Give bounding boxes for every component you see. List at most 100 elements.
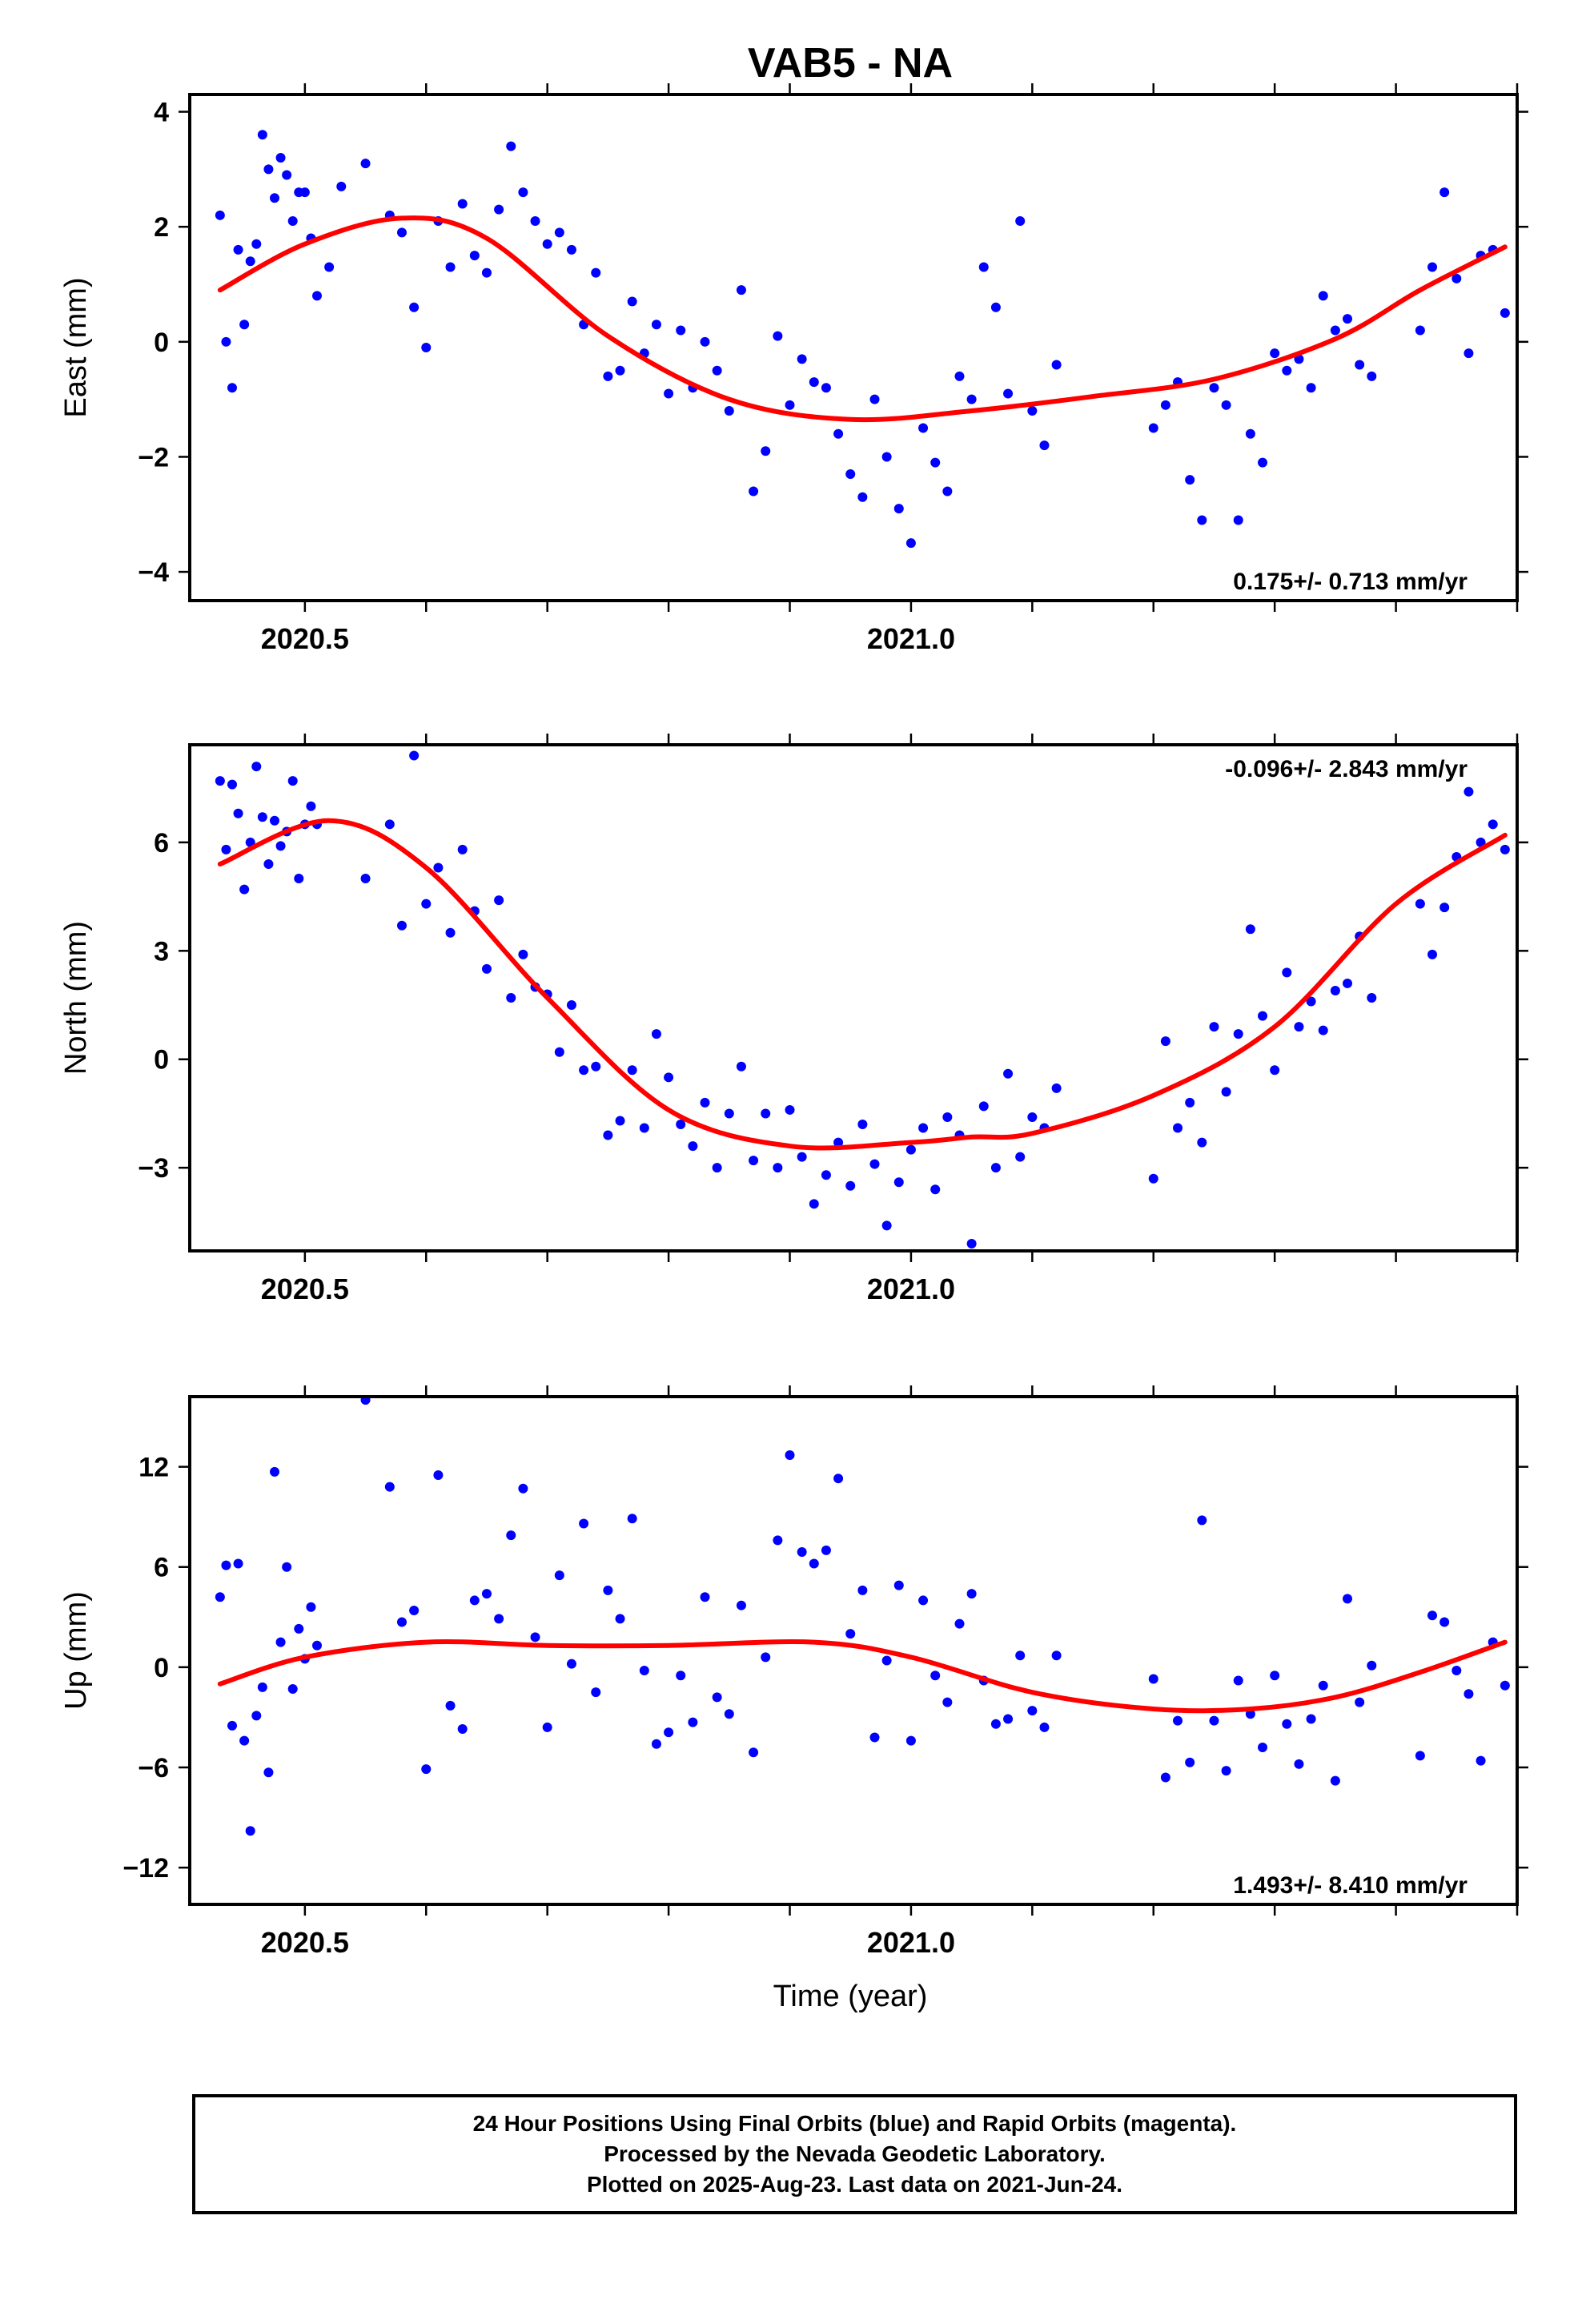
- data-point: [239, 1735, 250, 1746]
- data-point: [1282, 1719, 1292, 1729]
- data-point: [1500, 1680, 1510, 1691]
- data-point: [1294, 1022, 1304, 1032]
- data-point: [384, 1482, 395, 1492]
- data-point: [1015, 1152, 1026, 1162]
- data-point: [251, 1711, 262, 1721]
- data-point: [1415, 899, 1425, 909]
- data-point: [1306, 383, 1316, 393]
- data-point: [869, 394, 880, 404]
- data-point: [821, 1170, 831, 1180]
- data-point: [905, 538, 916, 549]
- data-point: [1015, 216, 1026, 226]
- data-point: [651, 1739, 661, 1749]
- data-point: [603, 1130, 613, 1140]
- data-point: [1355, 360, 1365, 370]
- data-point: [1464, 1689, 1474, 1699]
- data-point: [1148, 423, 1158, 433]
- footer-line-2: Processed by the Nevada Geodetic Laborat…: [604, 2141, 1106, 2166]
- data-point: [676, 1120, 686, 1129]
- data-point: [299, 187, 310, 198]
- data-point: [221, 1560, 231, 1570]
- data-point: [360, 1397, 371, 1405]
- data-point: [1318, 291, 1328, 301]
- data-point: [227, 779, 237, 790]
- data-point: [881, 1220, 892, 1231]
- data-point: [421, 899, 432, 909]
- data-point: [469, 1595, 480, 1606]
- data-point: [1282, 365, 1292, 376]
- data-point: [700, 336, 710, 347]
- data-point: [336, 181, 347, 191]
- data-point: [1464, 786, 1474, 797]
- data-point: [1306, 996, 1316, 1007]
- data-point: [639, 1666, 649, 1676]
- data-point: [676, 325, 686, 336]
- data-point: [542, 239, 552, 249]
- data-point: [324, 262, 335, 272]
- data-point: [282, 170, 292, 180]
- data-point: [724, 1709, 734, 1719]
- data-point: [457, 844, 468, 854]
- data-point: [306, 801, 316, 811]
- data-point: [688, 1141, 698, 1152]
- plot-frame: [188, 743, 1519, 1252]
- data-point: [930, 1184, 941, 1195]
- data-point: [893, 1580, 904, 1590]
- data-point: [1003, 1714, 1014, 1724]
- data-point: [481, 1589, 492, 1599]
- data-point: [1270, 1065, 1280, 1076]
- data-point: [942, 1112, 953, 1122]
- data-point: [603, 371, 613, 381]
- data-point: [761, 1652, 771, 1663]
- data-point: [494, 895, 504, 906]
- data-point: [481, 267, 492, 278]
- x-tick-label: 2021.0: [867, 622, 955, 655]
- data-point: [233, 808, 243, 818]
- data-point: [445, 1700, 456, 1711]
- data-point: [773, 1535, 783, 1546]
- x-tick-label: 2021.0: [867, 1926, 955, 1959]
- data-point: [275, 1637, 286, 1647]
- data-point: [785, 1104, 795, 1115]
- data-point: [1258, 1742, 1268, 1752]
- data-point: [930, 457, 941, 468]
- data-point: [282, 1562, 292, 1572]
- data-point: [1003, 388, 1014, 399]
- y-tick-label: 6: [154, 1553, 169, 1583]
- data-point: [954, 1618, 965, 1629]
- data-point: [1185, 475, 1195, 485]
- data-point: [809, 1558, 819, 1569]
- data-point: [1270, 1671, 1280, 1681]
- data-point: [1148, 1173, 1158, 1184]
- data-point: [1027, 406, 1038, 416]
- data-point: [457, 1724, 468, 1735]
- data-point: [990, 302, 1001, 312]
- data-point: [881, 452, 892, 462]
- data-point: [396, 1617, 407, 1627]
- data-point: [688, 1717, 698, 1727]
- data-point: [785, 1449, 795, 1460]
- data-point: [1160, 400, 1170, 410]
- data-point: [1270, 348, 1280, 359]
- data-point: [1245, 924, 1255, 935]
- data-point: [409, 750, 420, 761]
- y-tick-label: 0: [154, 1045, 169, 1076]
- data-point: [311, 291, 322, 301]
- data-point: [1209, 383, 1219, 393]
- data-point: [257, 1682, 267, 1692]
- x-tick-label: 2020.5: [261, 622, 349, 655]
- data-point: [1500, 844, 1510, 854]
- data-point: [494, 204, 504, 215]
- fit-curve: [217, 215, 1508, 423]
- data-point: [518, 949, 528, 959]
- y-axis-label: East (mm): [59, 277, 93, 417]
- data-point: [1233, 515, 1243, 525]
- y-tick-label: −6: [138, 1753, 169, 1783]
- data-point: [664, 1727, 674, 1738]
- data-point: [287, 1683, 298, 1694]
- data-point: [251, 762, 262, 772]
- data-point: [287, 216, 298, 226]
- data-point: [579, 1518, 589, 1529]
- data-point: [893, 1177, 904, 1188]
